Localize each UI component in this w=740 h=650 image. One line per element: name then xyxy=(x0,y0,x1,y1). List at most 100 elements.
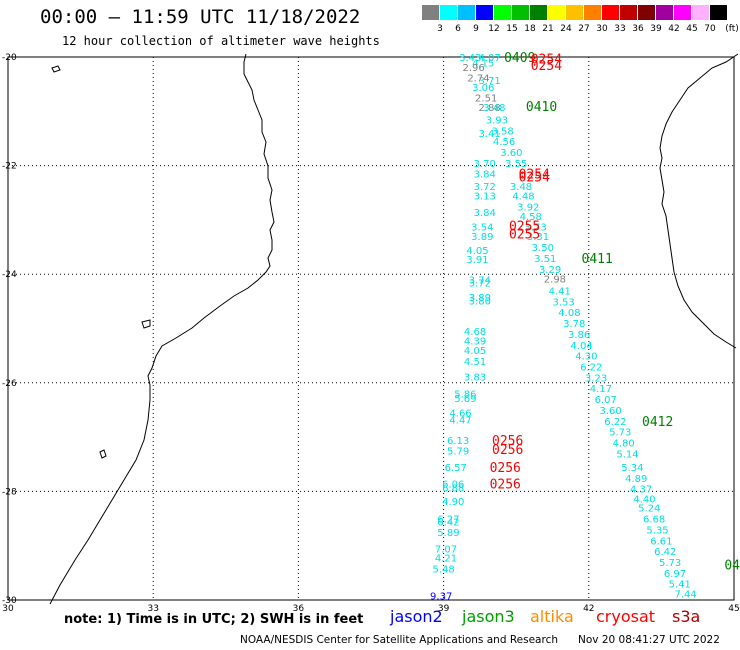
wave-height-value: 4.40 xyxy=(633,494,655,505)
wave-height-value: 5.73 xyxy=(609,428,631,439)
wave-height-value: 6.88 xyxy=(442,484,464,495)
wave-height-value: 7.44 xyxy=(674,589,696,600)
legend-swatch xyxy=(422,5,439,20)
pass-number-label: 0255 xyxy=(509,219,540,234)
wave-height-value: 6.97 xyxy=(664,569,686,580)
wave-height-value: 6.06 xyxy=(442,479,464,490)
legend-label: 33 xyxy=(614,24,626,34)
legend-swatch xyxy=(476,5,493,20)
wave-height-value: 3.84 xyxy=(474,170,496,181)
latitude-label: -30 xyxy=(2,596,17,606)
chart-title: 00:00 – 11:59 UTC 11/18/2022 xyxy=(40,6,361,28)
longitude-label: 36 xyxy=(293,604,305,614)
wave-height-value: 2.96 xyxy=(462,63,484,74)
legend-swatch xyxy=(692,5,709,20)
legend-swatch xyxy=(512,5,529,20)
wave-height-value: 5.73 xyxy=(659,558,681,569)
legend-swatch xyxy=(530,5,547,20)
wave-height-value: 6.68 xyxy=(643,515,665,526)
wave-height-value: 3.74 xyxy=(469,276,491,287)
pass-number-label: 0256 xyxy=(492,434,523,449)
wave-height-value: 4.90 xyxy=(442,497,464,508)
wave-height-value: 3.92 xyxy=(517,202,539,213)
legend-swatch xyxy=(638,5,655,20)
pass-number-label: 0254 xyxy=(531,59,562,74)
wave-height-value: 6.22 xyxy=(580,363,602,374)
longitude-label: 33 xyxy=(147,604,158,614)
pass-number-label: 0254 xyxy=(531,53,562,68)
wave-height-value: 4.89 xyxy=(625,474,647,485)
wave-height-value: 5.35 xyxy=(646,525,668,536)
wave-height-value: 3.84 xyxy=(474,208,496,219)
footer-note: note: 1) Time is in UTC; 2) SWH is in fe… xyxy=(64,612,364,627)
wave-height-value: 3.89 xyxy=(469,293,491,304)
wave-height-value: 5.24 xyxy=(638,504,660,515)
wave-height-value: 5.89 xyxy=(437,528,459,539)
pass-number-label: 0411 xyxy=(582,252,613,267)
island-outline xyxy=(51,65,61,73)
satellite-name-jason2: jason2 xyxy=(390,607,443,626)
latitude-label: -24 xyxy=(2,270,17,280)
wave-height-value: 3.86 xyxy=(568,330,590,341)
wave-height-value: 4.07 xyxy=(478,53,500,64)
wave-height-value: 4.21 xyxy=(435,554,457,565)
wave-height-value: 2.51 xyxy=(475,94,497,105)
legend-label: 12 xyxy=(488,24,500,34)
wave-height-value: 6.27 xyxy=(437,515,459,526)
wave-height-value: 5.69 xyxy=(454,394,476,405)
wave-height-value: 6.57 xyxy=(445,463,467,474)
wave-height-value: 4.66 xyxy=(449,409,471,420)
wave-height-value: 3.51 xyxy=(534,254,556,265)
wave-height-value: 3.73 xyxy=(524,222,546,233)
legend-unit: (ft) xyxy=(725,24,739,34)
latitude-label: -26 xyxy=(2,379,17,389)
legend-label: 30 xyxy=(596,24,608,34)
wave-height-value: 4.15 xyxy=(472,58,494,69)
island-outline xyxy=(99,449,107,459)
wave-height-value: 4.08 xyxy=(558,308,580,319)
generation-timestamp: Nov 20 08:41:27 UTC 2022 xyxy=(578,634,720,646)
legend-swatch xyxy=(566,5,583,20)
wave-height-value: 6.22 xyxy=(604,417,626,428)
pass-number-label: 041 xyxy=(724,559,740,574)
chart-subtitle: 12 hour collection of altimeter wave hei… xyxy=(62,34,380,48)
wave-height-value: 3.06 xyxy=(472,83,494,94)
observations-layer: 3.434.074.152.962.743.713.062.512.883.48… xyxy=(430,53,697,603)
wave-height-value: 3.54 xyxy=(471,222,493,233)
legend-label: 18 xyxy=(524,24,536,34)
satellite-name-jason3: jason3 xyxy=(462,607,515,626)
satellite-name-s3a: s3a xyxy=(672,607,701,626)
legend-swatch xyxy=(440,5,457,20)
legend-label: 39 xyxy=(650,24,662,34)
pass-number-label: 0254 xyxy=(519,170,550,185)
wave-height-value: 3.41 xyxy=(478,129,500,140)
wave-height-value: 3.83 xyxy=(464,372,486,383)
wave-height-value: 5.14 xyxy=(616,449,638,460)
wave-height-value: 4.04 xyxy=(570,341,592,352)
legend-label: 15 xyxy=(506,24,518,34)
wave-height-value: 3.48 xyxy=(483,103,505,114)
legend-swatch xyxy=(584,5,601,20)
wave-height-value: 6.13 xyxy=(447,436,469,447)
wave-height-value: 3.93 xyxy=(486,115,508,126)
legend-label: 21 xyxy=(542,24,554,34)
wave-height-value: 4.58 xyxy=(520,212,542,223)
wave-height-value: 3.70 xyxy=(474,159,496,170)
wave-height-value: 3.58 xyxy=(492,126,514,137)
wave-height-value: 4.41 xyxy=(549,286,571,297)
wave-height-value: 4.48 xyxy=(512,191,534,202)
wave-height-value: 4.05 xyxy=(464,346,486,357)
wave-height-value: 4.37 xyxy=(630,485,652,496)
legend-label: 70 xyxy=(704,24,716,34)
wave-height-value: 7.07 xyxy=(435,544,457,555)
coastline xyxy=(49,53,739,605)
longitude-label: 45 xyxy=(728,604,739,614)
legend-swatch xyxy=(656,5,673,20)
legend-label: 45 xyxy=(686,24,698,34)
legend-swatch xyxy=(602,5,619,20)
latitude-label: -22 xyxy=(2,162,17,172)
wave-height-value: 5.41 xyxy=(669,580,691,591)
pass-number-label: 0412 xyxy=(642,415,673,430)
wave-height-value: 3.71 xyxy=(478,76,500,87)
